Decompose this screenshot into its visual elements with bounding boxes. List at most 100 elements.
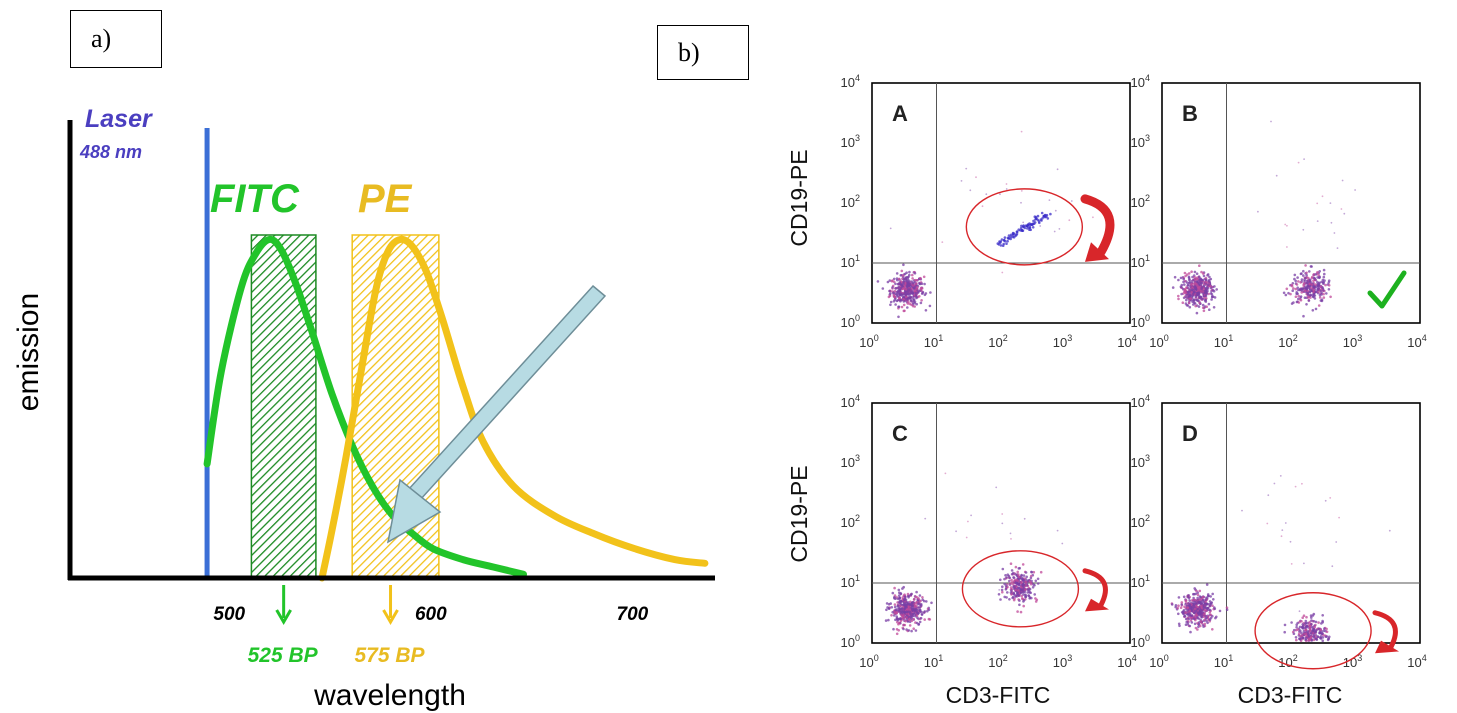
scatter-point — [944, 472, 947, 475]
scatter-point — [1312, 279, 1315, 283]
scatter-point — [1040, 211, 1044, 215]
scatter-point — [1297, 632, 1301, 636]
scatter-point — [1312, 612, 1316, 616]
scatter-point — [899, 592, 903, 595]
scatter-point — [905, 295, 908, 299]
scatter-point — [918, 606, 922, 609]
scatter-point — [1177, 278, 1180, 282]
scatter-point — [909, 612, 912, 616]
scatter-point — [902, 303, 906, 307]
scatter-point — [1014, 588, 1017, 592]
scatter-point — [1043, 213, 1047, 217]
scatter-point — [1317, 304, 1321, 307]
scatter-point — [1036, 582, 1040, 585]
scatter-point — [1190, 270, 1193, 274]
scatter-point — [892, 280, 896, 284]
scatter-point — [1016, 579, 1019, 582]
scatter-point — [1312, 273, 1315, 276]
tick-base: 10 — [924, 335, 938, 350]
scatter-point — [1329, 295, 1332, 299]
scatter-point — [1282, 291, 1286, 295]
scatter-point — [891, 591, 895, 595]
scatter-point — [1322, 292, 1325, 296]
scatter-point — [889, 300, 893, 304]
scatter-point — [1185, 286, 1188, 289]
curved-arrow-icon — [1082, 568, 1109, 612]
scatter-point — [1204, 287, 1208, 290]
scatter-point — [970, 514, 972, 517]
scatter-point — [1061, 542, 1064, 545]
y-tick-label: 103 — [841, 133, 860, 150]
scatter-point — [1000, 238, 1004, 241]
scatter-point — [999, 578, 1002, 582]
scatter-point — [884, 619, 888, 622]
scatter-point — [900, 305, 904, 309]
scatter-point — [1010, 593, 1013, 596]
x-tick-label: 101 — [924, 653, 943, 670]
scatter-point — [1028, 226, 1031, 230]
series-label-fitc: FITC — [210, 177, 300, 221]
scatter-point — [1004, 584, 1008, 587]
scatter-point — [917, 602, 921, 605]
scatter-point — [905, 285, 909, 289]
scatter-point — [1273, 482, 1276, 485]
scatter-point — [919, 282, 922, 286]
scatter-point — [895, 617, 899, 621]
scatter-point — [1301, 616, 1304, 619]
scatter-point — [1323, 627, 1326, 630]
scatter-point — [1004, 574, 1007, 577]
scatter-point — [1311, 294, 1314, 297]
scatter-point — [1208, 284, 1212, 288]
scatter-point — [1170, 603, 1174, 606]
scatter-point — [1303, 296, 1307, 300]
scatter-point — [1001, 567, 1005, 571]
y-tick-label: 102 — [841, 193, 860, 210]
scatter-point — [941, 241, 944, 244]
scatter-point — [1292, 632, 1296, 635]
scatter-point — [901, 587, 904, 590]
scatter-point — [1192, 604, 1195, 607]
scatter-point — [1215, 288, 1218, 291]
scatter-point — [900, 269, 904, 273]
tick-base: 10 — [1131, 195, 1145, 210]
scatter-point — [1300, 291, 1303, 294]
scatter-point — [1210, 293, 1214, 296]
scatter-point — [914, 629, 918, 632]
scatter-point — [1054, 209, 1057, 212]
scatter-point — [904, 288, 908, 291]
scatter-point — [907, 300, 910, 304]
scatter-point — [1318, 270, 1321, 273]
scatter-point — [1204, 278, 1208, 282]
scatter-point — [1187, 612, 1191, 615]
x-axis-title-left: CD3-FITC — [946, 682, 1051, 708]
scatter-point — [903, 272, 907, 276]
scatter-point — [1313, 277, 1316, 280]
scatter-point — [1181, 301, 1185, 305]
scatter-point — [1279, 475, 1282, 477]
scatter-point — [876, 280, 880, 283]
scatter-point — [1290, 563, 1293, 565]
curved-arrow-body — [1080, 194, 1115, 257]
scatter-points — [876, 130, 1094, 319]
scatter-point — [1188, 288, 1192, 291]
scatter-point — [1215, 615, 1218, 619]
scatter-point — [1006, 591, 1009, 594]
scatter-point — [1016, 610, 1019, 613]
scatter-point — [1011, 583, 1015, 586]
scatter-point — [1307, 295, 1310, 299]
scatter-point — [1180, 601, 1184, 604]
check-mark-icon — [1367, 270, 1407, 309]
scatter-point — [919, 599, 922, 603]
scatter-point — [1209, 595, 1212, 598]
scatter-point — [923, 618, 926, 621]
scatter-point — [897, 629, 900, 632]
scatter-point — [1019, 591, 1023, 595]
scatter-point — [1211, 614, 1214, 618]
scatter-point — [908, 603, 912, 607]
scatter-point — [922, 599, 926, 603]
y-tick-label: 100 — [841, 633, 860, 650]
y-tick-label: 101 — [841, 573, 860, 590]
scatter-point — [1016, 591, 1020, 594]
scatter-point — [1290, 621, 1293, 624]
scatter-point — [899, 601, 902, 604]
